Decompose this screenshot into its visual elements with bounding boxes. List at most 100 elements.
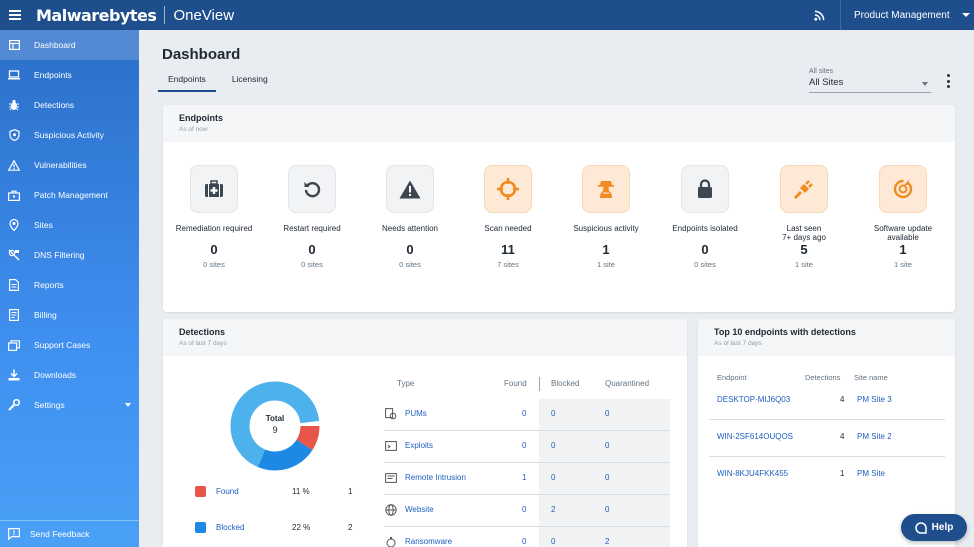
sidebar-item-suspicious-activity[interactable]: Suspicious Activity bbox=[0, 120, 139, 150]
row-blocked[interactable]: 0 bbox=[551, 537, 556, 546]
sidebar-item-sites[interactable]: Sites bbox=[0, 210, 139, 240]
row-quarantined[interactable]: 0 bbox=[605, 441, 610, 450]
product-name: OneView bbox=[173, 6, 235, 24]
detection-count: 4 bbox=[840, 395, 845, 404]
sidebar-item-endpoints[interactable]: Endpoints bbox=[0, 60, 139, 90]
remote-intrusion-icon bbox=[385, 472, 397, 484]
restart-icon bbox=[288, 165, 336, 213]
card-header: Endpoints As of now bbox=[163, 105, 955, 142]
site-link[interactable]: PM Site bbox=[857, 469, 886, 478]
sidebar-item-support-cases[interactable]: Support Cases bbox=[0, 330, 139, 360]
row-quarantined[interactable]: 0 bbox=[605, 473, 610, 482]
sidebar: Dashboard Endpoints Detections Suspiciou… bbox=[0, 30, 139, 547]
tile-label: Software update available bbox=[873, 224, 933, 242]
briefcase-icon bbox=[8, 189, 20, 201]
tile-sites: 0 sites bbox=[301, 260, 323, 269]
sidebar-item-settings[interactable]: Settings bbox=[0, 390, 139, 420]
tile-last-seen[interactable]: Last seen 7+ days ago 5 1 site bbox=[755, 165, 853, 269]
legend-name: Blocked bbox=[216, 522, 245, 532]
tile-suspicious-activity[interactable]: Suspicious activity 1 1 site bbox=[557, 165, 655, 269]
globe-icon bbox=[385, 504, 397, 516]
endpoint-link[interactable]: DESKTOP-MIJ6Q03 bbox=[717, 395, 791, 404]
sidebar-item-dns-filtering[interactable]: DNS Filtering bbox=[0, 240, 139, 270]
card-subtitle: As of last 7 days bbox=[714, 340, 762, 347]
send-feedback-button[interactable]: Send Feedback bbox=[0, 520, 139, 547]
table-row[interactable]: PUMs 0 0 0 bbox=[384, 399, 670, 431]
row-type: Ransomware bbox=[405, 537, 453, 546]
tile-software-update[interactable]: Software update available 1 1 site bbox=[854, 165, 952, 269]
detections-card: Detections As of last 7 days Total 9 Fou… bbox=[163, 319, 687, 547]
row-type: Website bbox=[405, 505, 434, 514]
row-found[interactable]: 0 bbox=[522, 505, 527, 514]
tile-restart-required[interactable]: Restart required 0 0 sites bbox=[263, 165, 361, 269]
row-quarantined[interactable]: 0 bbox=[605, 409, 610, 418]
tile-needs-attention[interactable]: Needs attention 0 0 sites bbox=[361, 165, 459, 269]
legend-swatch-blocked bbox=[195, 521, 206, 533]
sidebar-item-label: Reports bbox=[34, 280, 64, 290]
tab-licensing[interactable]: Licensing bbox=[231, 74, 268, 84]
tile-value: 0 bbox=[210, 242, 218, 257]
sidebar-item-billing[interactable]: Billing bbox=[0, 300, 139, 330]
row-found[interactable]: 0 bbox=[522, 441, 527, 450]
sidebar-item-reports[interactable]: Reports bbox=[0, 270, 139, 300]
column-header-endpoint: Endpoint bbox=[717, 373, 747, 382]
column-header-found: Found bbox=[504, 379, 527, 388]
tile-remediation-required[interactable]: Remediation required 0 0 sites bbox=[165, 165, 263, 269]
tab-endpoints[interactable]: Endpoints bbox=[158, 70, 216, 92]
row-blocked[interactable]: 0 bbox=[551, 473, 556, 482]
row-found[interactable]: 0 bbox=[522, 537, 527, 546]
legend-row-blocked[interactable]: Blocked 22 % 2 bbox=[195, 521, 355, 533]
sidebar-item-vulnerabilities[interactable]: Vulnerabilities bbox=[0, 150, 139, 180]
dashboard-icon bbox=[8, 39, 20, 51]
endpoint-link[interactable]: WIN-2SF614OUQOS bbox=[717, 432, 794, 441]
org-selector[interactable]: Product Management bbox=[840, 0, 974, 30]
row-quarantined[interactable]: 2 bbox=[605, 537, 610, 546]
site-link[interactable]: PM Site 3 bbox=[857, 395, 892, 404]
brand-logo[interactable]: Malwarebytes bbox=[36, 5, 157, 25]
row-found[interactable]: 1 bbox=[522, 473, 527, 482]
table-row[interactable]: DESKTOP-MIJ6Q03 4 PM Site 3 bbox=[709, 383, 945, 420]
site-filter-select[interactable]: All sites All Sites bbox=[809, 68, 931, 93]
table-row[interactable]: WIN-2SF614OUQOS 4 PM Site 2 bbox=[709, 420, 945, 457]
suspicious-agent-icon bbox=[582, 165, 630, 213]
table-row[interactable]: Remote Intrusion 1 0 0 bbox=[384, 463, 670, 495]
sidebar-item-downloads[interactable]: Downloads bbox=[0, 360, 139, 390]
row-quarantined[interactable]: 0 bbox=[605, 505, 610, 514]
detections-donut-chart[interactable] bbox=[230, 381, 320, 471]
sidebar-item-patch-management[interactable]: Patch Management bbox=[0, 180, 139, 210]
rss-feed-icon[interactable] bbox=[810, 6, 828, 24]
update-icon bbox=[879, 165, 927, 213]
tile-endpoints-isolated[interactable]: Endpoints isolated 0 0 sites bbox=[656, 165, 754, 269]
menu-icon[interactable] bbox=[0, 0, 30, 30]
top-bar: Malwarebytes OneView Product Management bbox=[0, 0, 974, 30]
row-blocked[interactable]: 2 bbox=[551, 505, 556, 514]
table-row[interactable]: Ransomware 0 0 2 bbox=[384, 527, 670, 547]
site-link[interactable]: PM Site 2 bbox=[857, 432, 892, 441]
sidebar-item-label: Downloads bbox=[34, 370, 77, 380]
site-filter-value[interactable]: All Sites bbox=[809, 75, 931, 93]
row-blocked[interactable]: 0 bbox=[551, 441, 556, 450]
table-row[interactable]: WIN-8KJU4FKK455 1 PM Site bbox=[709, 457, 945, 494]
endpoint-link[interactable]: WIN-8KJU4FKK455 bbox=[717, 469, 789, 478]
help-button[interactable]: Help bbox=[901, 514, 967, 541]
table-row[interactable]: Website 0 2 0 bbox=[384, 495, 670, 527]
sidebar-item-dashboard[interactable]: Dashboard bbox=[0, 30, 139, 60]
donut-segment-found[interactable] bbox=[230, 381, 320, 471]
sidebar-item-label: Vulnerabilities bbox=[34, 160, 87, 170]
row-found[interactable]: 0 bbox=[522, 409, 527, 418]
donut-segment-blocked[interactable] bbox=[230, 381, 320, 471]
donut-segment-quarantined[interactable] bbox=[230, 381, 320, 471]
card-subtitle: As of last 7 days bbox=[179, 340, 227, 347]
exploit-icon bbox=[385, 440, 397, 452]
row-blocked[interactable]: 0 bbox=[551, 409, 556, 418]
sidebar-item-detections[interactable]: Detections bbox=[0, 90, 139, 120]
warning-icon bbox=[8, 159, 20, 171]
shield-icon bbox=[8, 129, 20, 141]
legend-swatch-found bbox=[195, 485, 206, 497]
card-title: Endpoints bbox=[179, 113, 223, 123]
more-options-icon[interactable] bbox=[944, 74, 952, 88]
legend-row-found[interactable]: Found 11 % 1 bbox=[195, 485, 355, 497]
feedback-icon bbox=[8, 528, 20, 540]
tile-scan-needed[interactable]: Scan needed 11 7 sites bbox=[459, 165, 557, 269]
table-row[interactable]: Exploits 0 0 0 bbox=[384, 431, 670, 463]
